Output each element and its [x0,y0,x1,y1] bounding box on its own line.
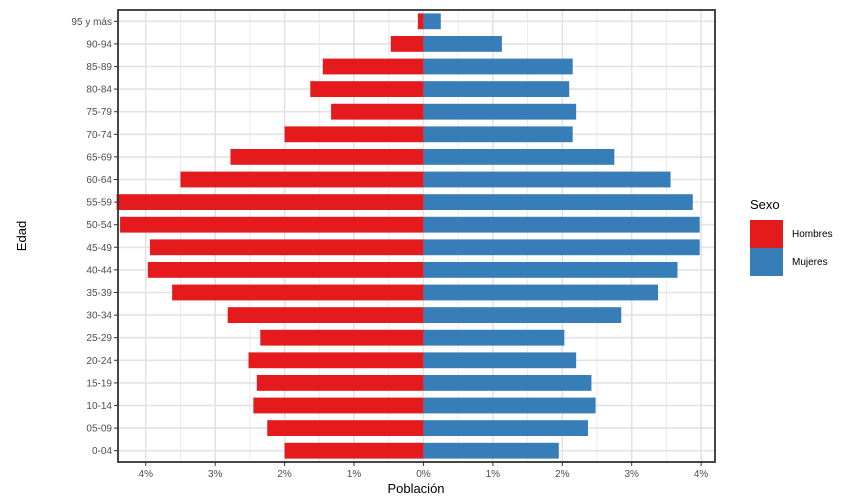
bar-hombres-90-94 [390,35,424,52]
bar-hombres-10-14 [253,397,424,414]
legend: Sexo Hombres Mujeres [750,197,833,276]
bar-hombres-25-29 [260,329,424,346]
y-tick-label: 65-69 [86,152,112,163]
bar-hombres-50-54 [120,216,424,233]
bar-hombres-30-34 [227,307,424,324]
bar-hombres-55-59 [116,194,424,211]
y-tick-label: 75-79 [86,107,112,118]
legend-label-mujeres: Mujeres [792,257,828,268]
bar-hombres-45-49 [149,239,424,256]
bar-mujeres-10-14 [423,397,596,414]
panel-background [118,10,715,462]
y-tick-label: 35-39 [86,288,112,299]
bar-mujeres-70-74 [423,126,573,143]
y-tick-label: 15-19 [86,378,112,389]
bar-mujeres-65-69 [423,148,615,165]
bar-mujeres-05-09 [423,420,588,437]
bar-hombres-80-84 [310,81,424,98]
bar-hombres-65-69 [230,148,424,165]
bar-mujeres-95-y-más [423,13,441,30]
bar-hombres-85-89 [322,58,424,75]
y-tick-label: 95 y más [71,17,112,28]
y-tick-label: 40-44 [86,265,112,276]
bar-mujeres-20-24 [423,352,577,369]
y-axis: 0-04 05-09 10-14 15-19 20-24 25-29 30-34 35-39 4… [71,17,118,457]
bar-mujeres-40-44 [423,261,678,278]
bar-hombres-0-04 [284,442,424,459]
bars [116,13,700,459]
bar-hombres-95-y-más [417,13,424,30]
bar-mujeres-50-54 [423,216,700,233]
y-tick-label: 10-14 [86,401,112,412]
y-tick-label: 45-49 [86,243,112,254]
bar-hombres-20-24 [248,352,424,369]
y-tick-label: 05-09 [86,424,112,435]
bar-hombres-75-79 [331,103,424,120]
x-tick-label: 4% [694,469,709,480]
x-tick-label: 1% [347,469,362,480]
y-tick-label: 60-64 [86,175,112,186]
bar-mujeres-25-29 [423,329,565,346]
bar-mujeres-80-84 [423,81,570,98]
y-tick-label: 30-34 [86,311,112,322]
bar-mujeres-30-34 [423,307,622,324]
bar-mujeres-35-39 [423,284,659,301]
legend-swatch-mujeres [750,248,783,276]
y-tick-label: 80-84 [86,85,112,96]
y-tick-label: 20-24 [86,356,112,367]
panel-border [117,9,716,463]
x-tick-label: 2% [277,469,292,480]
bar-mujeres-45-49 [423,239,700,256]
bar-hombres-60-64 [180,171,424,188]
x-axis: 4% 3% 2% 1% 0% 1% 2% 3% 4% [139,462,709,480]
bar-hombres-35-39 [172,284,424,301]
y-tick-label: 50-54 [86,220,112,231]
y-tick-label: 55-59 [86,198,112,209]
bar-hombres-40-44 [147,261,424,278]
legend-swatch-hombres [750,220,783,248]
bar-hombres-70-74 [284,126,424,143]
bar-hombres-05-09 [267,420,424,437]
bar-mujeres-90-94 [423,35,502,52]
bar-mujeres-75-79 [423,103,577,120]
bar-hombres-15-19 [256,374,424,391]
y-tick-label: 0-04 [92,446,112,457]
x-tick-label: 3% [624,469,639,480]
y-axis-title: Edad [14,221,29,251]
bar-mujeres-15-19 [423,374,592,391]
y-tick-label: 90-94 [86,39,112,50]
x-tick-label: 4% [139,469,154,480]
bar-mujeres-0-04 [423,442,559,459]
x-axis-title: Población [387,481,444,496]
x-tick-label: 0% [416,469,431,480]
x-tick-label: 2% [555,469,570,480]
bar-mujeres-55-59 [423,194,693,211]
bar-mujeres-60-64 [423,171,671,188]
bar-mujeres-85-89 [423,58,573,75]
legend-label-hombres: Hombres [792,229,833,240]
x-tick-label: 3% [208,469,223,480]
x-tick-label: 1% [486,469,501,480]
y-tick-label: 85-89 [86,62,112,73]
y-tick-label: 70-74 [86,130,112,141]
legend-title: Sexo [750,197,780,212]
y-tick-label: 25-29 [86,333,112,344]
